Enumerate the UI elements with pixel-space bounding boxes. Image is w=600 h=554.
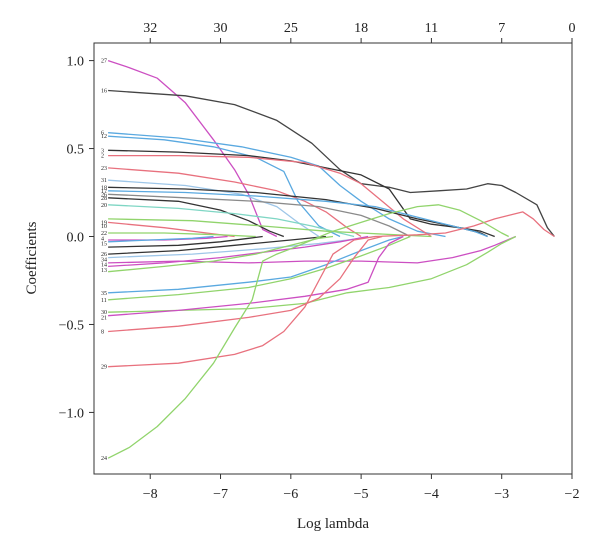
coef-path-line-14 (108, 232, 256, 238)
line-label-17: 15 (101, 242, 107, 248)
line-label-18: 26 (101, 252, 107, 258)
top-tick-label-0: 32 (143, 21, 157, 36)
line-label-13: 19 (101, 220, 107, 226)
coef-path-line-1 (108, 89, 555, 237)
coef-path-line-27 (108, 235, 404, 317)
coef-path-line-26 (108, 235, 517, 313)
line-label-9: 17 (101, 189, 107, 195)
line-label-24: 30 (101, 310, 107, 316)
coef-path-line-29 (108, 211, 555, 368)
coef-path-line-30 (107, 204, 509, 459)
line-label-22: 35 (101, 291, 107, 297)
top-tick-label-2: 25 (284, 21, 298, 36)
coef-path-line-25 (108, 235, 411, 301)
line-label-15: 22 (101, 231, 107, 237)
x-tick-label-3: −5 (354, 487, 369, 502)
coef-path-line-3 (108, 135, 341, 238)
y-tick-label-0: −1.0 (59, 406, 84, 421)
line-label-3: 12 (101, 134, 107, 140)
coef-path-line-10 (108, 193, 411, 238)
line-label-1: 16 (101, 88, 107, 94)
line-label-12: 20 (101, 203, 107, 209)
y-axis-label: Coefficients (24, 221, 40, 294)
coef-path-line-24 (108, 235, 404, 294)
coef-path-line-21 (108, 235, 517, 264)
line-label-27: 29 (101, 365, 107, 371)
y-tick-label-3: 0.5 (67, 143, 85, 158)
line-label-6: 23 (101, 166, 107, 172)
line-label-8: 18 (101, 185, 107, 191)
line-label-5: 2 (101, 154, 104, 160)
top-tick-label-1: 30 (214, 21, 228, 36)
line-label-20: 14 (101, 263, 107, 269)
top-tick-label-6: 0 (569, 21, 576, 36)
x-tick-label-2: −6 (283, 487, 298, 502)
line-label-11: 28 (101, 196, 107, 202)
coef-path-line-20 (108, 235, 327, 255)
coef-path-line-0 (107, 59, 278, 238)
coef-path-line-28 (108, 235, 383, 333)
line-label-layer: 2716612322331181726282019102241526341413… (101, 59, 107, 463)
line-label-25: 21 (101, 315, 107, 321)
coef-path-line-9 (108, 190, 488, 238)
top-tick-label-5: 7 (498, 21, 505, 36)
x-tick-label-5: −3 (494, 487, 509, 502)
axes-layer: −8 −7 −6 −5 −4 −3 −2−1.0−0.50.00.51.032 30 25 18 1… (59, 21, 580, 502)
line-label-0: 27 (101, 59, 107, 65)
coef-path-line-12 (108, 204, 355, 238)
x-tick-label-0: −8 (143, 487, 158, 502)
top-tick-label-3: 18 (354, 21, 368, 36)
line-label-26: 8 (101, 330, 104, 336)
line-label-23: 11 (101, 298, 107, 304)
x-tick-label-1: −7 (213, 487, 228, 502)
series-layer (107, 59, 555, 459)
y-tick-label-2: 0.0 (67, 231, 85, 246)
line-label-28: 24 (101, 456, 107, 462)
x-tick-label-6: −2 (565, 487, 580, 502)
y-tick-label-1: −0.5 (59, 318, 84, 333)
line-label-2: 6 (101, 131, 104, 137)
coef-path-line-11 (108, 197, 285, 238)
x-axis-label: Log lambda (297, 516, 369, 532)
line-label-14: 10 (101, 224, 107, 230)
line-label-7: 31 (101, 178, 107, 184)
y-tick-label-4: 1.0 (67, 55, 85, 70)
line-label-16: 4 (101, 236, 104, 242)
coef-path-line-23 (108, 235, 334, 273)
plot-frame (93, 42, 573, 475)
coef-path-line-16 (108, 235, 214, 243)
line-label-19: 34 (101, 257, 107, 263)
coef-path-line-2 (108, 132, 446, 238)
line-label-10: 26 (101, 192, 107, 198)
coef-path-line-18 (108, 218, 432, 238)
top-tick-label-4: 11 (425, 21, 438, 36)
x-tick-label-4: −4 (424, 487, 439, 502)
line-label-21: 13 (101, 268, 107, 274)
coef-path-line-7 (108, 179, 320, 238)
coef-path-line-17 (108, 235, 263, 248)
line-label-4: 3 (101, 148, 104, 154)
